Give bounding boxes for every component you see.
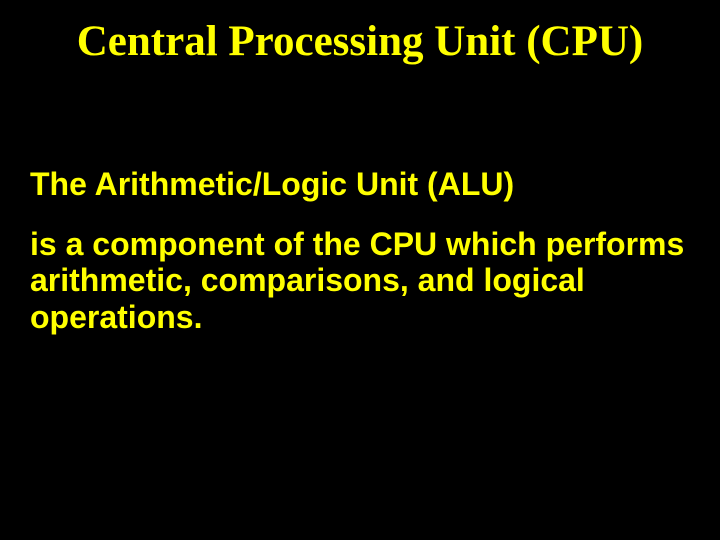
slide-title: Central Processing Unit (CPU) <box>30 18 690 65</box>
slide-subtitle: The Arithmetic/Logic Unit (ALU) <box>30 165 690 203</box>
slide-container: Central Processing Unit (CPU) The Arithm… <box>0 0 720 540</box>
slide-body: is a component of the CPU which performs… <box>30 226 690 336</box>
